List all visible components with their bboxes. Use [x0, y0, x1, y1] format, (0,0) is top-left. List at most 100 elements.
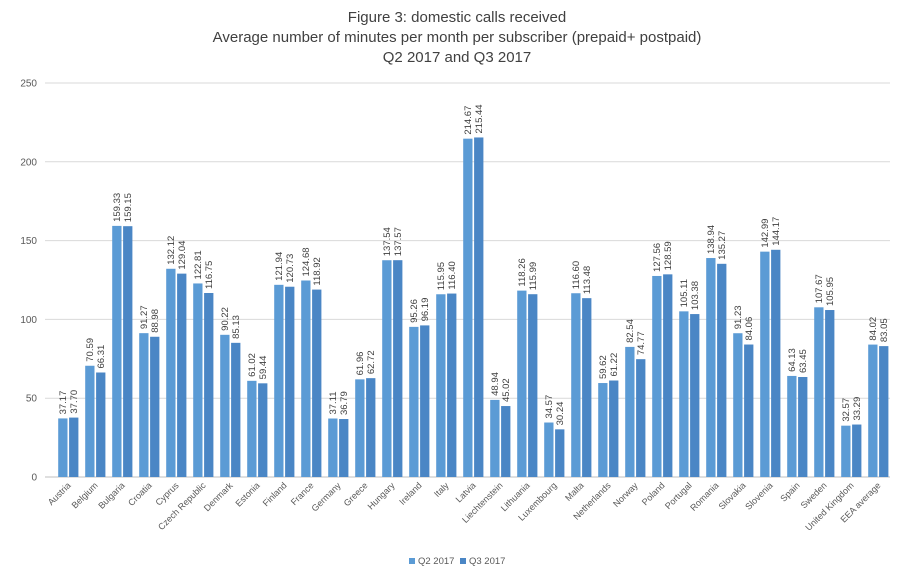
y-tick-label-150: 150 — [20, 236, 37, 247]
data-label-ireland-q2-2017: 95.26 — [409, 299, 420, 323]
bar-cyprus-q2-2017 — [166, 268, 176, 477]
bar-latvia-q2-2017 — [463, 138, 473, 477]
bar-sweden-q3-2017 — [825, 310, 835, 477]
data-label-cyprus-q2-2017: 132.12 — [166, 236, 177, 265]
data-label-united-kingdom-q3-2017: 33.29 — [852, 397, 863, 421]
x-tick-label-hungary: Hungary — [366, 480, 397, 511]
data-label-luxembourg-q2-2017: 34.57 — [544, 395, 555, 419]
bar-hungary-q2-2017 — [382, 260, 392, 477]
data-label-spain-q2-2017: 64.13 — [787, 348, 798, 372]
data-label-france-q2-2017: 124.68 — [301, 247, 312, 276]
data-labels: 37.17 37.70 70.59 66.31 159.33 159.15 91.27 88.… — [58, 104, 890, 425]
bar-czech-republic-q3-2017 — [204, 293, 214, 477]
data-label-lithuania-q2-2017: 118.26 — [517, 258, 528, 286]
bar-greece-q3-2017 — [366, 378, 376, 477]
bar-denmark-q2-2017 — [220, 334, 230, 477]
bar-germany-q3-2017 — [339, 419, 349, 477]
data-label-luxembourg-q3-2017: 30.24 — [555, 402, 566, 426]
data-label-denmark-q2-2017: 90.22 — [220, 307, 231, 331]
bar-poland-q2-2017 — [652, 275, 662, 477]
bar-ireland-q2-2017 — [409, 326, 419, 477]
data-label-hungary-q3-2017: 137.57 — [393, 227, 404, 256]
data-label-latvia-q2-2017: 214.67 — [463, 106, 474, 135]
bar-sweden-q2-2017 — [814, 307, 824, 477]
y-tick-label-100: 100 — [20, 315, 37, 326]
bar-luxembourg-q2-2017 — [544, 422, 554, 477]
data-label-denmark-q3-2017: 85.13 — [231, 315, 242, 339]
bar-belgium-q3-2017 — [96, 372, 106, 477]
data-label-malta-q3-2017: 113.48 — [582, 266, 593, 294]
legend-swatch-q2-2017 — [409, 558, 415, 564]
bar-norway-q2-2017 — [625, 346, 635, 477]
legend-swatch-q3-2017 — [460, 558, 466, 564]
data-label-ireland-q3-2017: 96.19 — [420, 298, 431, 322]
data-label-liechtenstein-q2-2017: 48.94 — [490, 372, 501, 396]
x-tick-label-croatia: Croatia — [126, 480, 154, 508]
data-label-sweden-q3-2017: 105.95 — [825, 277, 836, 306]
data-label-estonia-q2-2017: 61.02 — [247, 353, 258, 377]
x-tick-label-italy: Italy — [432, 480, 451, 499]
bar-estonia-q3-2017 — [258, 383, 268, 477]
bar-poland-q3-2017 — [663, 274, 673, 477]
data-label-latvia-q3-2017: 215.44 — [474, 104, 485, 133]
data-label-greece-q2-2017: 61.96 — [355, 352, 366, 376]
x-tick-label-latvia: Latvia — [454, 480, 478, 504]
bar-croatia-q2-2017 — [139, 333, 149, 477]
data-label-spain-q3-2017: 63.45 — [798, 349, 809, 373]
data-label-netherlands-q2-2017: 59.62 — [598, 355, 609, 379]
data-label-hungary-q2-2017: 137.54 — [382, 227, 393, 256]
x-tick-label-czech-republic: Czech Republic — [156, 480, 208, 532]
x-tick-label-germany: Germany — [309, 480, 343, 514]
bar-bulgaria-q2-2017 — [112, 225, 122, 477]
data-label-slovakia-q3-2017: 84.06 — [744, 317, 755, 341]
bar-austria-q2-2017 — [58, 418, 68, 477]
bar-austria-q3-2017 — [69, 417, 79, 477]
bar-eea-average-q2-2017 — [868, 344, 878, 477]
y-tick-label-200: 200 — [20, 157, 37, 168]
bar-slovenia-q3-2017 — [771, 249, 781, 477]
bar-liechtenstein-q2-2017 — [490, 399, 500, 477]
chart-title-line-2: Average number of minutes per month per … — [213, 29, 702, 46]
data-label-belgium-q3-2017: 66.31 — [96, 345, 107, 369]
data-label-liechtenstein-q3-2017: 45.02 — [501, 378, 512, 402]
data-label-austria-q2-2017: 37.17 — [58, 391, 69, 415]
bar-finland-q3-2017 — [285, 286, 295, 477]
data-label-estonia-q3-2017: 59.44 — [258, 356, 269, 380]
bar-belgium-q2-2017 — [85, 365, 95, 477]
bar-france-q3-2017 — [312, 289, 322, 477]
bar-slovakia-q2-2017 — [733, 333, 743, 477]
bar-norway-q3-2017 — [636, 359, 646, 477]
bar-netherlands-q3-2017 — [609, 380, 619, 477]
data-label-eea-average-q2-2017: 84.02 — [868, 317, 879, 341]
bar-hungary-q3-2017 — [393, 260, 403, 477]
y-tick-label-250: 250 — [20, 79, 37, 90]
bar-spain-q3-2017 — [798, 377, 808, 477]
data-label-czech-republic-q2-2017: 122.81 — [193, 250, 204, 279]
data-label-eea-average-q3-2017: 83.05 — [879, 318, 890, 342]
bar-czech-republic-q2-2017 — [193, 283, 203, 477]
data-label-lithuania-q3-2017: 115.99 — [528, 262, 539, 290]
data-label-cyprus-q3-2017: 129.04 — [177, 241, 188, 270]
data-label-belgium-q2-2017: 70.59 — [85, 338, 96, 362]
x-tick-label-bulgaria: Bulgaria — [96, 480, 126, 510]
data-label-slovakia-q2-2017: 91.23 — [733, 305, 744, 329]
x-tick-label-slovakia: Slovakia — [717, 480, 748, 511]
bar-croatia-q3-2017 — [150, 336, 160, 477]
bar-portugal-q3-2017 — [690, 314, 700, 477]
data-label-slovenia-q3-2017: 144.17 — [771, 217, 782, 246]
data-label-croatia-q2-2017: 91.27 — [139, 305, 150, 329]
data-label-france-q3-2017: 118.92 — [312, 257, 323, 285]
bar-cyprus-q3-2017 — [177, 273, 187, 477]
data-label-norway-q3-2017: 74.77 — [636, 331, 647, 355]
bar-italy-q3-2017 — [447, 293, 457, 477]
bar-eea-average-q3-2017 — [879, 346, 889, 477]
x-tick-label-denmark: Denmark — [202, 480, 235, 513]
bar-denmark-q3-2017 — [231, 342, 241, 477]
data-label-portugal-q2-2017: 105.11 — [679, 279, 690, 307]
bar-luxembourg-q3-2017 — [555, 429, 565, 477]
x-tick-label-ireland: Ireland — [397, 480, 424, 507]
y-tick-label-50: 50 — [26, 394, 38, 405]
bar-malta-q3-2017 — [582, 298, 592, 477]
data-label-united-kingdom-q2-2017: 32.57 — [841, 398, 852, 422]
bar-romania-q2-2017 — [706, 258, 716, 477]
